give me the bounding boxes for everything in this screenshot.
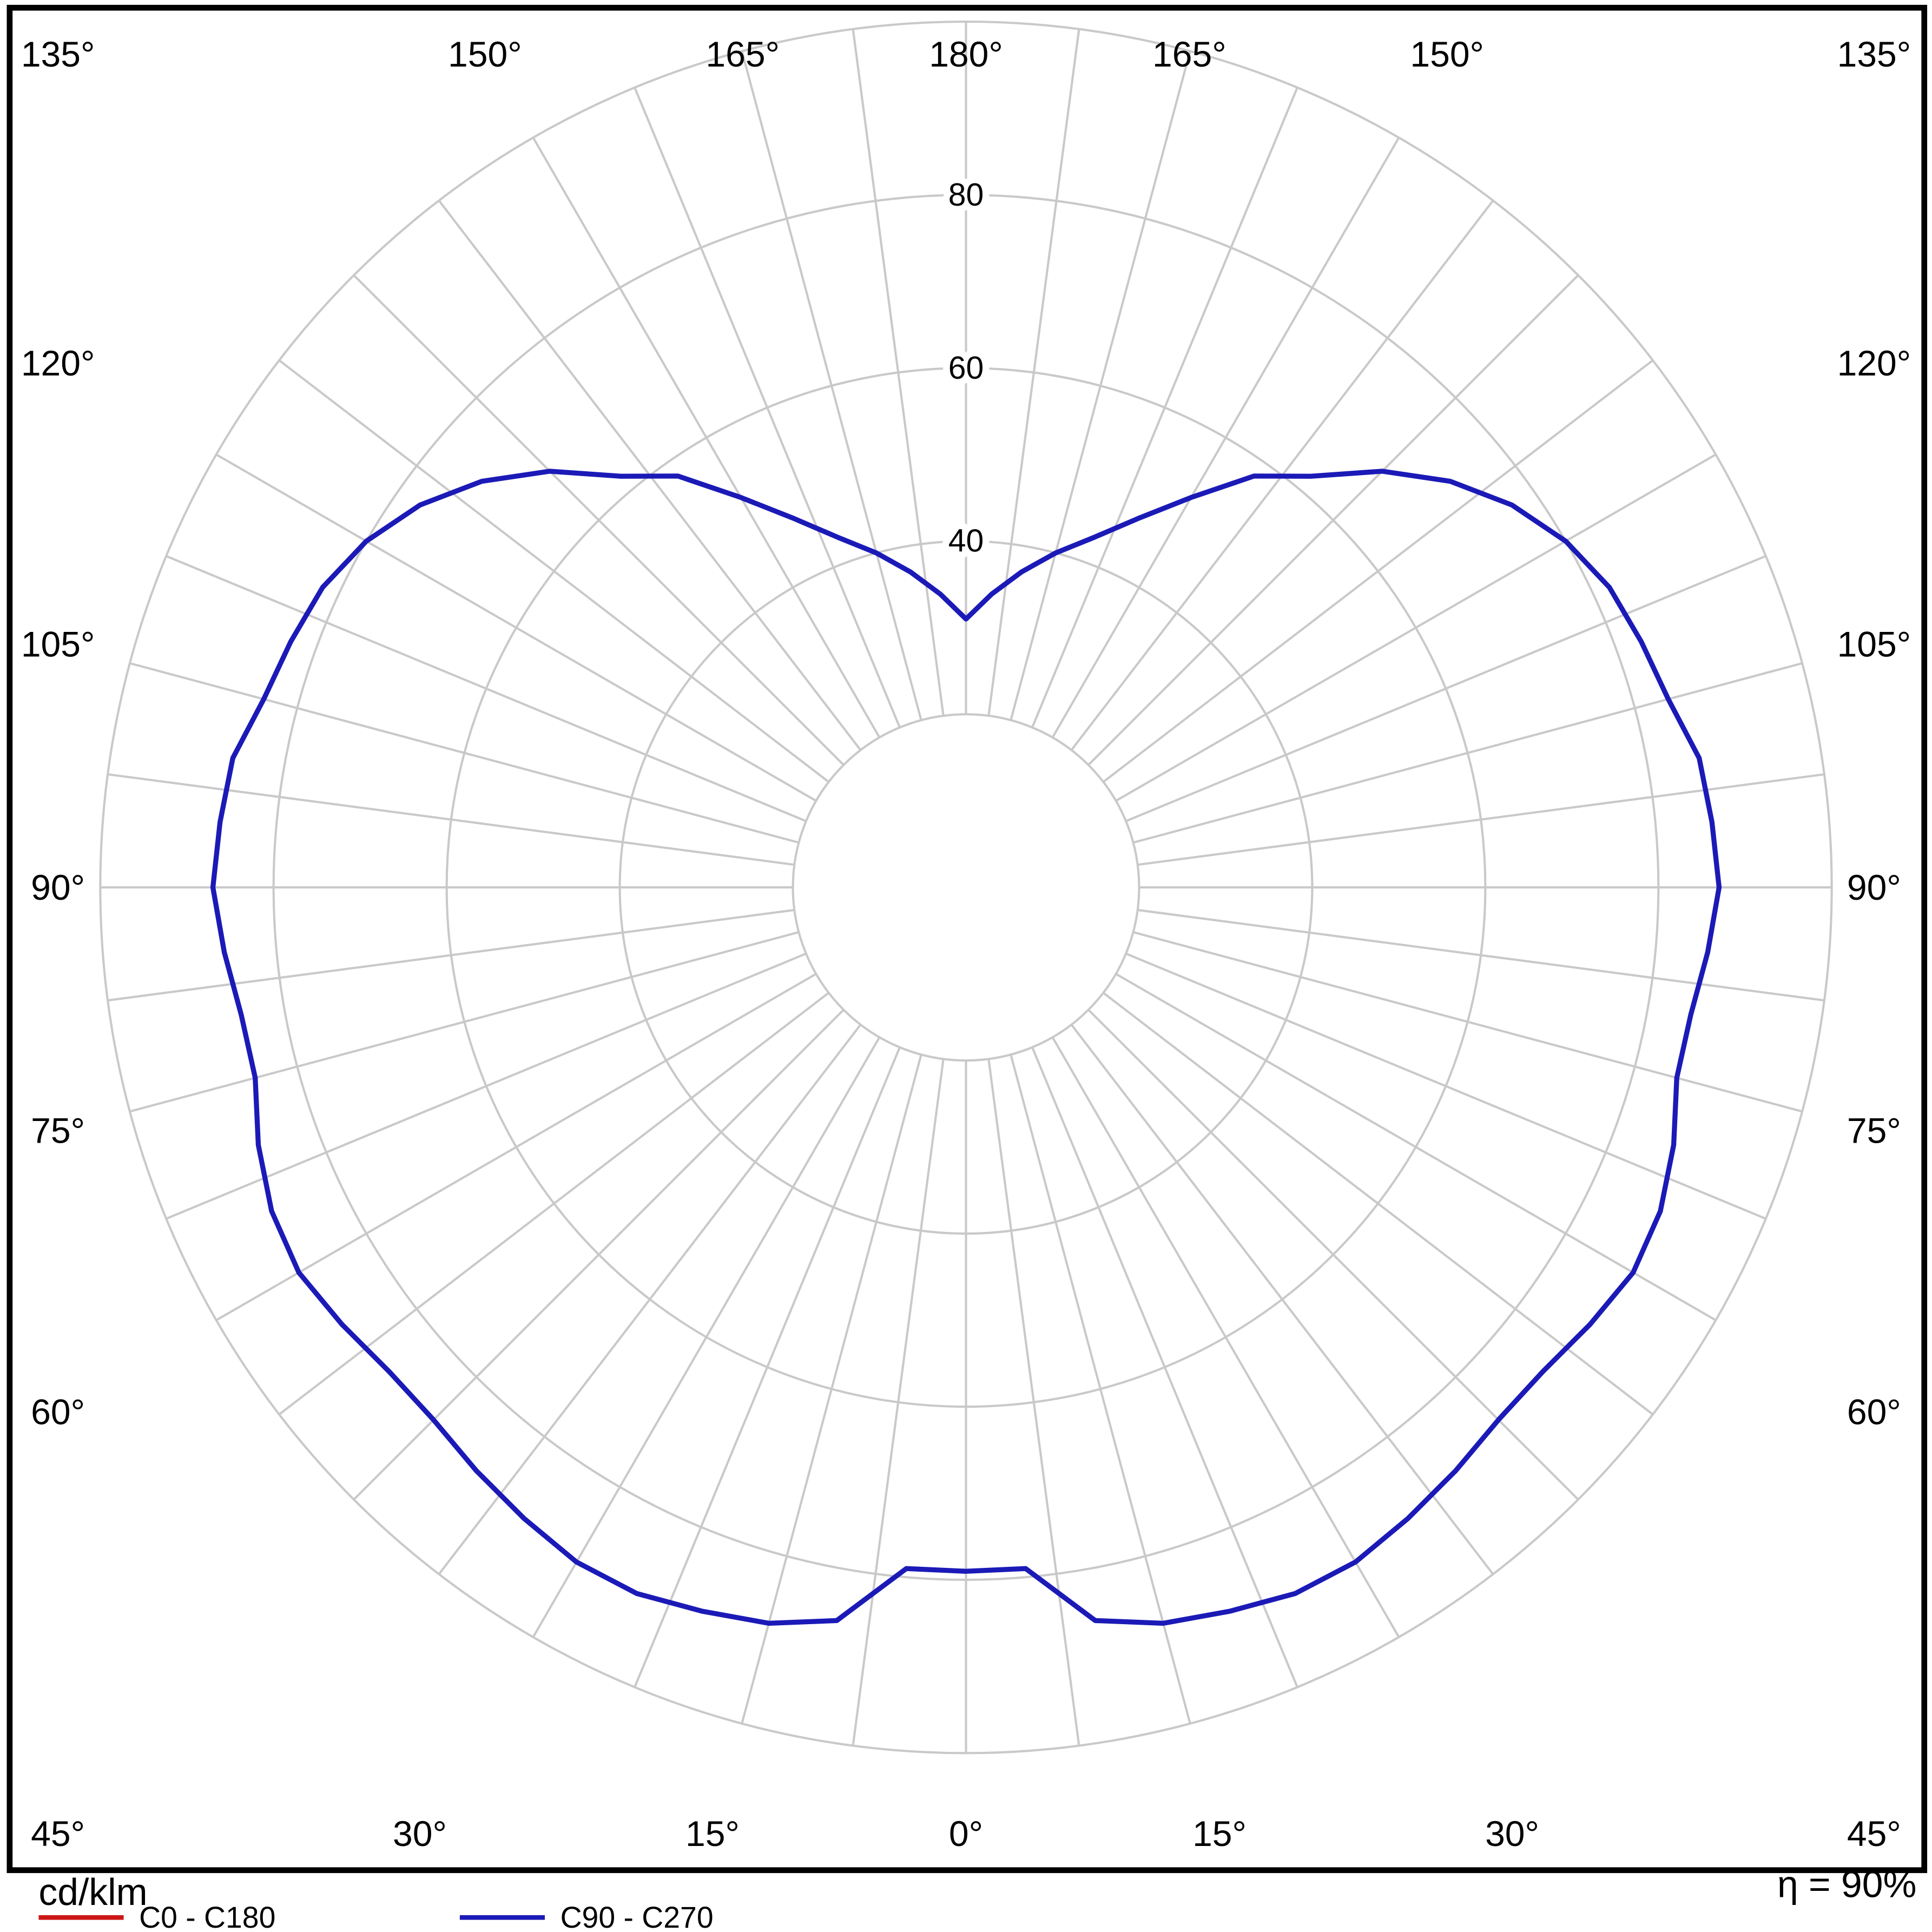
angle-label: 90° bbox=[31, 867, 85, 907]
radial-tick-label: 80 bbox=[948, 177, 984, 213]
intensity-curves bbox=[210, 469, 1722, 1626]
angle-label: 120° bbox=[1837, 343, 1911, 383]
angle-label: 150° bbox=[448, 34, 522, 74]
radial-tick-label: 60 bbox=[948, 351, 984, 386]
grid-ring bbox=[445, 367, 1487, 1408]
angle-label: 135° bbox=[1837, 34, 1911, 74]
series-curve-C90-C270 bbox=[210, 469, 1722, 1626]
angle-label: 60° bbox=[31, 1392, 85, 1432]
polar-grid bbox=[99, 20, 1833, 1755]
grid-ring bbox=[792, 713, 1140, 1062]
grid-ring bbox=[272, 194, 1660, 1581]
angle-label: 15° bbox=[685, 1814, 740, 1854]
angle-label: 150° bbox=[1410, 34, 1484, 74]
angle-label: 105° bbox=[21, 624, 95, 664]
angle-label: 30° bbox=[1485, 1814, 1539, 1854]
angle-label: 30° bbox=[393, 1814, 447, 1854]
angle-label: 180° bbox=[929, 34, 1003, 74]
axis-labels: 0° 15° 15° 30° 30° 45° 45° 60° 60° 75° 75° 90° 90° 10… bbox=[21, 34, 1911, 1854]
angle-label: 75° bbox=[1847, 1111, 1901, 1151]
grid-ring bbox=[99, 20, 1833, 1755]
angle-label: 120° bbox=[21, 343, 95, 383]
angle-label: 0° bbox=[949, 1814, 983, 1854]
angle-label: 165° bbox=[1152, 34, 1227, 74]
efficiency-label: η = 90% bbox=[1777, 1863, 1916, 1905]
legend-label-c90-c270: C90 - C270 bbox=[561, 1901, 714, 1932]
angle-label: 135° bbox=[21, 34, 95, 74]
angle-label: 90° bbox=[1847, 867, 1901, 907]
angle-label: 105° bbox=[1837, 624, 1911, 664]
angle-label: 15° bbox=[1192, 1814, 1247, 1854]
grid-ring bbox=[618, 540, 1314, 1235]
angle-label: 165° bbox=[705, 34, 780, 74]
angle-label: 60° bbox=[1847, 1392, 1901, 1432]
legend: C0 - C180 C90 - C270 bbox=[38, 1901, 714, 1932]
angle-label: 45° bbox=[31, 1814, 85, 1854]
angle-label: 75° bbox=[31, 1111, 85, 1151]
radial-tick-label: 40 bbox=[948, 524, 984, 559]
units-label: cd/klm bbox=[38, 1871, 147, 1913]
legend-label-c0-c180: C0 - C180 bbox=[139, 1901, 275, 1932]
angle-label: 45° bbox=[1847, 1814, 1901, 1854]
